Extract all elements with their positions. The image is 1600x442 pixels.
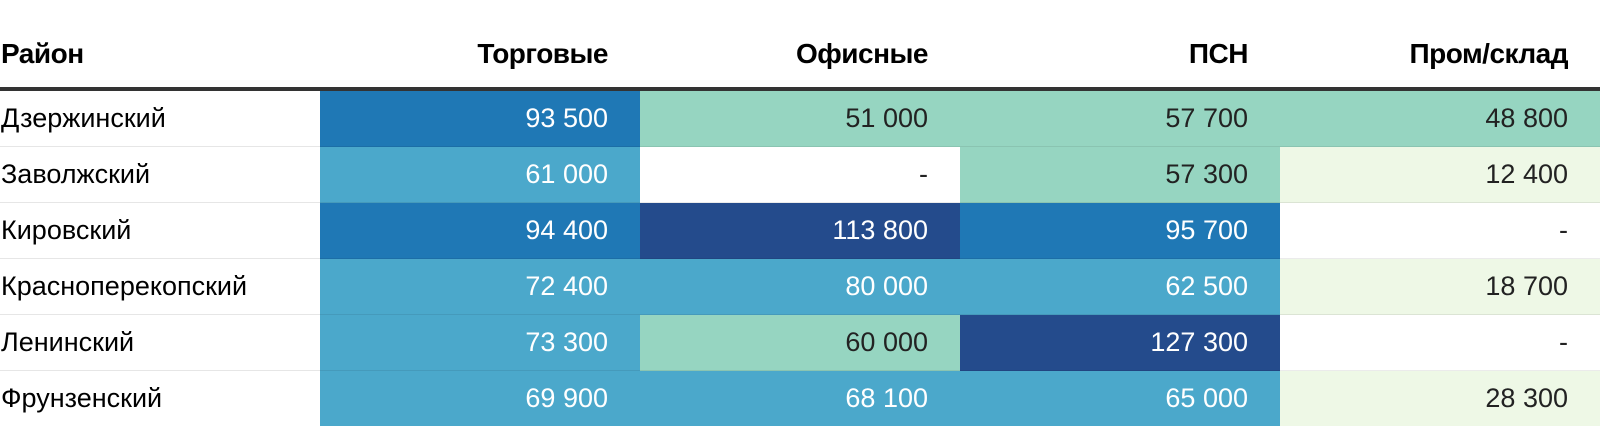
heatmap-cell: 51 000 (640, 89, 960, 147)
district-name: Кировский (0, 202, 320, 259)
heatmap-cell: - (1280, 314, 1600, 371)
column-header-industrial: Пром/склад (1280, 21, 1600, 91)
table-row: Ленинский 73 300 60 000 127 300- (0, 314, 1600, 371)
column-header-retail: Торговые (320, 21, 640, 91)
heatmap-cell: 61 000 (320, 146, 640, 203)
table-row: Заволжский 61 000-57 300 12 400 (0, 146, 1600, 203)
column-header-psn: ПСН (960, 21, 1280, 91)
district-name: Фрунзенский (0, 370, 320, 426)
district-name: Красноперекопский (0, 258, 320, 315)
heatmap-cell: 73 300 (320, 314, 640, 371)
heatmap-cell: 80 000 (640, 258, 960, 315)
district-name: Заволжский (0, 146, 320, 203)
heatmap-cell: 48 800 (1280, 89, 1600, 147)
table-row: Красноперекопский 72 400 80 000 62 500 18 70… (0, 258, 1600, 315)
heatmap-cell: 93 500 (320, 89, 640, 147)
heatmap-cell: 127 300 (960, 314, 1280, 371)
heatmap-cell: 60 000 (640, 314, 960, 371)
heatmap-cell: 95 700 (960, 202, 1280, 259)
district-name: Ленинский (0, 314, 320, 371)
heatmap-cell: 68 100 (640, 370, 960, 426)
heatmap-cell: 62 500 (960, 258, 1280, 315)
heatmap-cell: 72 400 (320, 258, 640, 315)
heatmap-cell: 57 700 (960, 89, 1280, 147)
heatmap-table: Район Торговые Офисные ПСН Пром/склад Дз… (0, 21, 1600, 426)
heatmap-cell: 57 300 (960, 146, 1280, 203)
table-row: Дзержинский 93 500 51 000 57 700 48 800 (0, 89, 1600, 147)
heatmap-cell: 69 900 (320, 370, 640, 426)
heatmap-cell: - (640, 146, 960, 203)
heatmap-cell: - (1280, 202, 1600, 259)
heatmap-cell: 18 700 (1280, 258, 1600, 315)
column-header-district: Район (0, 21, 320, 91)
district-name: Дзержинский (0, 89, 320, 147)
heatmap-cell: 12 400 (1280, 146, 1600, 203)
heatmap-cell: 65 000 (960, 370, 1280, 426)
heatmap-cell: 28 300 (1280, 370, 1600, 426)
heatmap-cell: 113 800 (640, 202, 960, 259)
table-row: Кировский 94 400 113 800 95 700- (0, 202, 1600, 259)
column-header-office: Офисные (640, 21, 960, 91)
table-row: Фрунзенский 69 900 68 100 65 000 28 300 (0, 370, 1600, 426)
heatmap-cell: 94 400 (320, 202, 640, 259)
header-row: Район Торговые Офисные ПСН Пром/склад (0, 21, 1600, 91)
